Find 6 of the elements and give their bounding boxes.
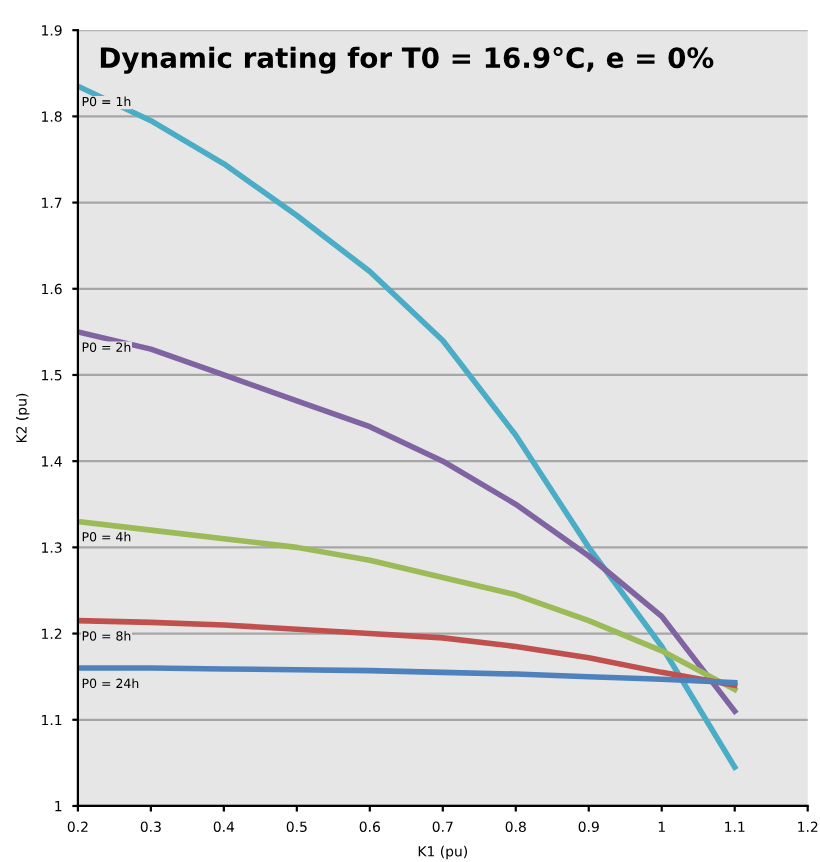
line-series [77,665,738,686]
line-series [77,518,738,693]
line-series [77,83,738,770]
line-series [77,617,738,689]
line-series [77,329,738,714]
text: Dynamic rating for T0 = 16.9°C, e = 0% [100,46,714,74]
